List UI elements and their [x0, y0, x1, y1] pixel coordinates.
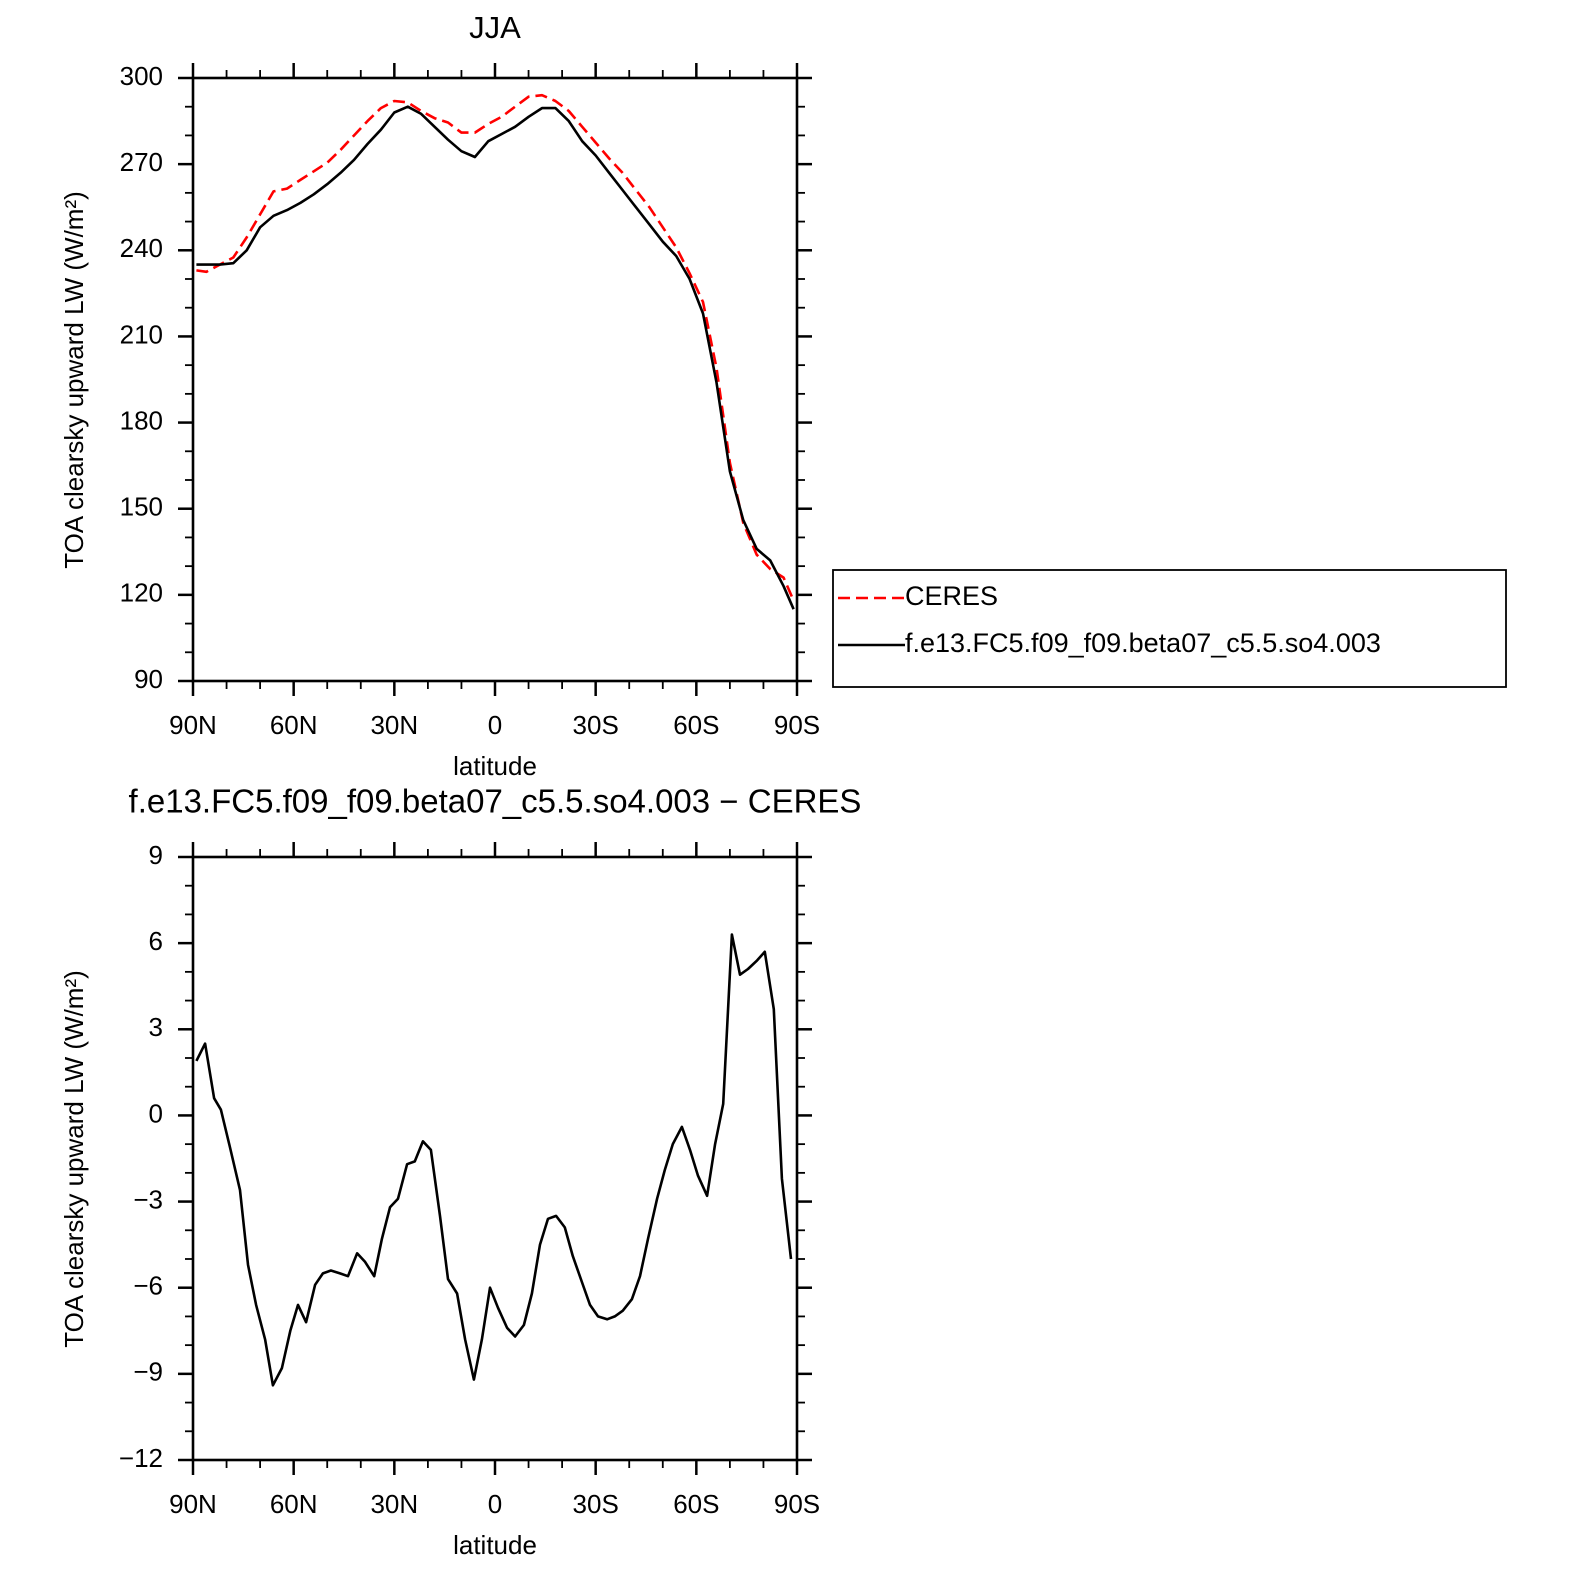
- x-tick-label: 30S: [573, 1489, 619, 1519]
- y-tick-label: −6: [133, 1271, 163, 1301]
- y-tick-label: 240: [120, 233, 163, 263]
- x-tick-label: 60N: [270, 1489, 318, 1519]
- y-tick-label: 3: [149, 1012, 163, 1042]
- y-tick-label: −9: [133, 1357, 163, 1387]
- x-tick-label: 60N: [270, 710, 318, 740]
- x-tick-label: 30S: [573, 710, 619, 740]
- chart-title: f.e13.FC5.f09_f09.beta07_c5.5.so4.003 − …: [129, 783, 862, 820]
- x-tick-label: 60S: [673, 1489, 719, 1519]
- x-tick-label: 90S: [774, 1489, 820, 1519]
- legend-label: CERES: [905, 581, 998, 611]
- x-axis-label: latitude: [453, 751, 537, 781]
- y-tick-label: 9: [149, 840, 163, 870]
- y-tick-label: 120: [120, 578, 163, 608]
- y-tick-label: −3: [133, 1184, 163, 1214]
- y-axis-label: TOA clearsky upward LW (W/m²): [59, 191, 89, 569]
- chart-title: JJA: [469, 10, 521, 45]
- x-tick-label: 90N: [169, 710, 217, 740]
- plot-frame: [191, 76, 799, 683]
- y-tick-label: 180: [120, 405, 163, 435]
- x-tick-label: 30N: [370, 710, 418, 740]
- legend-label: f.e13.FC5.f09_f09.beta07_c5.5.so4.003: [905, 628, 1381, 658]
- y-tick-label: 210: [120, 319, 163, 349]
- x-tick-label: 30N: [370, 1489, 418, 1519]
- x-tick-label: 60S: [673, 710, 719, 740]
- data-line: [196, 105, 795, 610]
- y-tick-label: 150: [120, 492, 163, 522]
- data-line: [196, 93, 795, 602]
- y-tick-label: 6: [149, 926, 163, 956]
- x-axis-label: latitude: [453, 1530, 537, 1560]
- y-tick-label: 90: [134, 664, 163, 694]
- y-tick-label: 300: [120, 61, 163, 91]
- x-tick-label: 0: [488, 710, 502, 740]
- x-tick-label: 90N: [169, 1489, 217, 1519]
- x-tick-label: 0: [488, 1489, 502, 1519]
- plot-frame: [191, 855, 799, 1462]
- x-tick-label: 90S: [774, 710, 820, 740]
- y-tick-label: 0: [149, 1098, 163, 1128]
- y-tick-label: 270: [120, 147, 163, 177]
- y-tick-label: −12: [119, 1443, 163, 1473]
- data-line: [195, 933, 793, 1387]
- legend-box: [832, 569, 1507, 688]
- y-axis-label: TOA clearsky upward LW (W/m²): [59, 970, 89, 1348]
